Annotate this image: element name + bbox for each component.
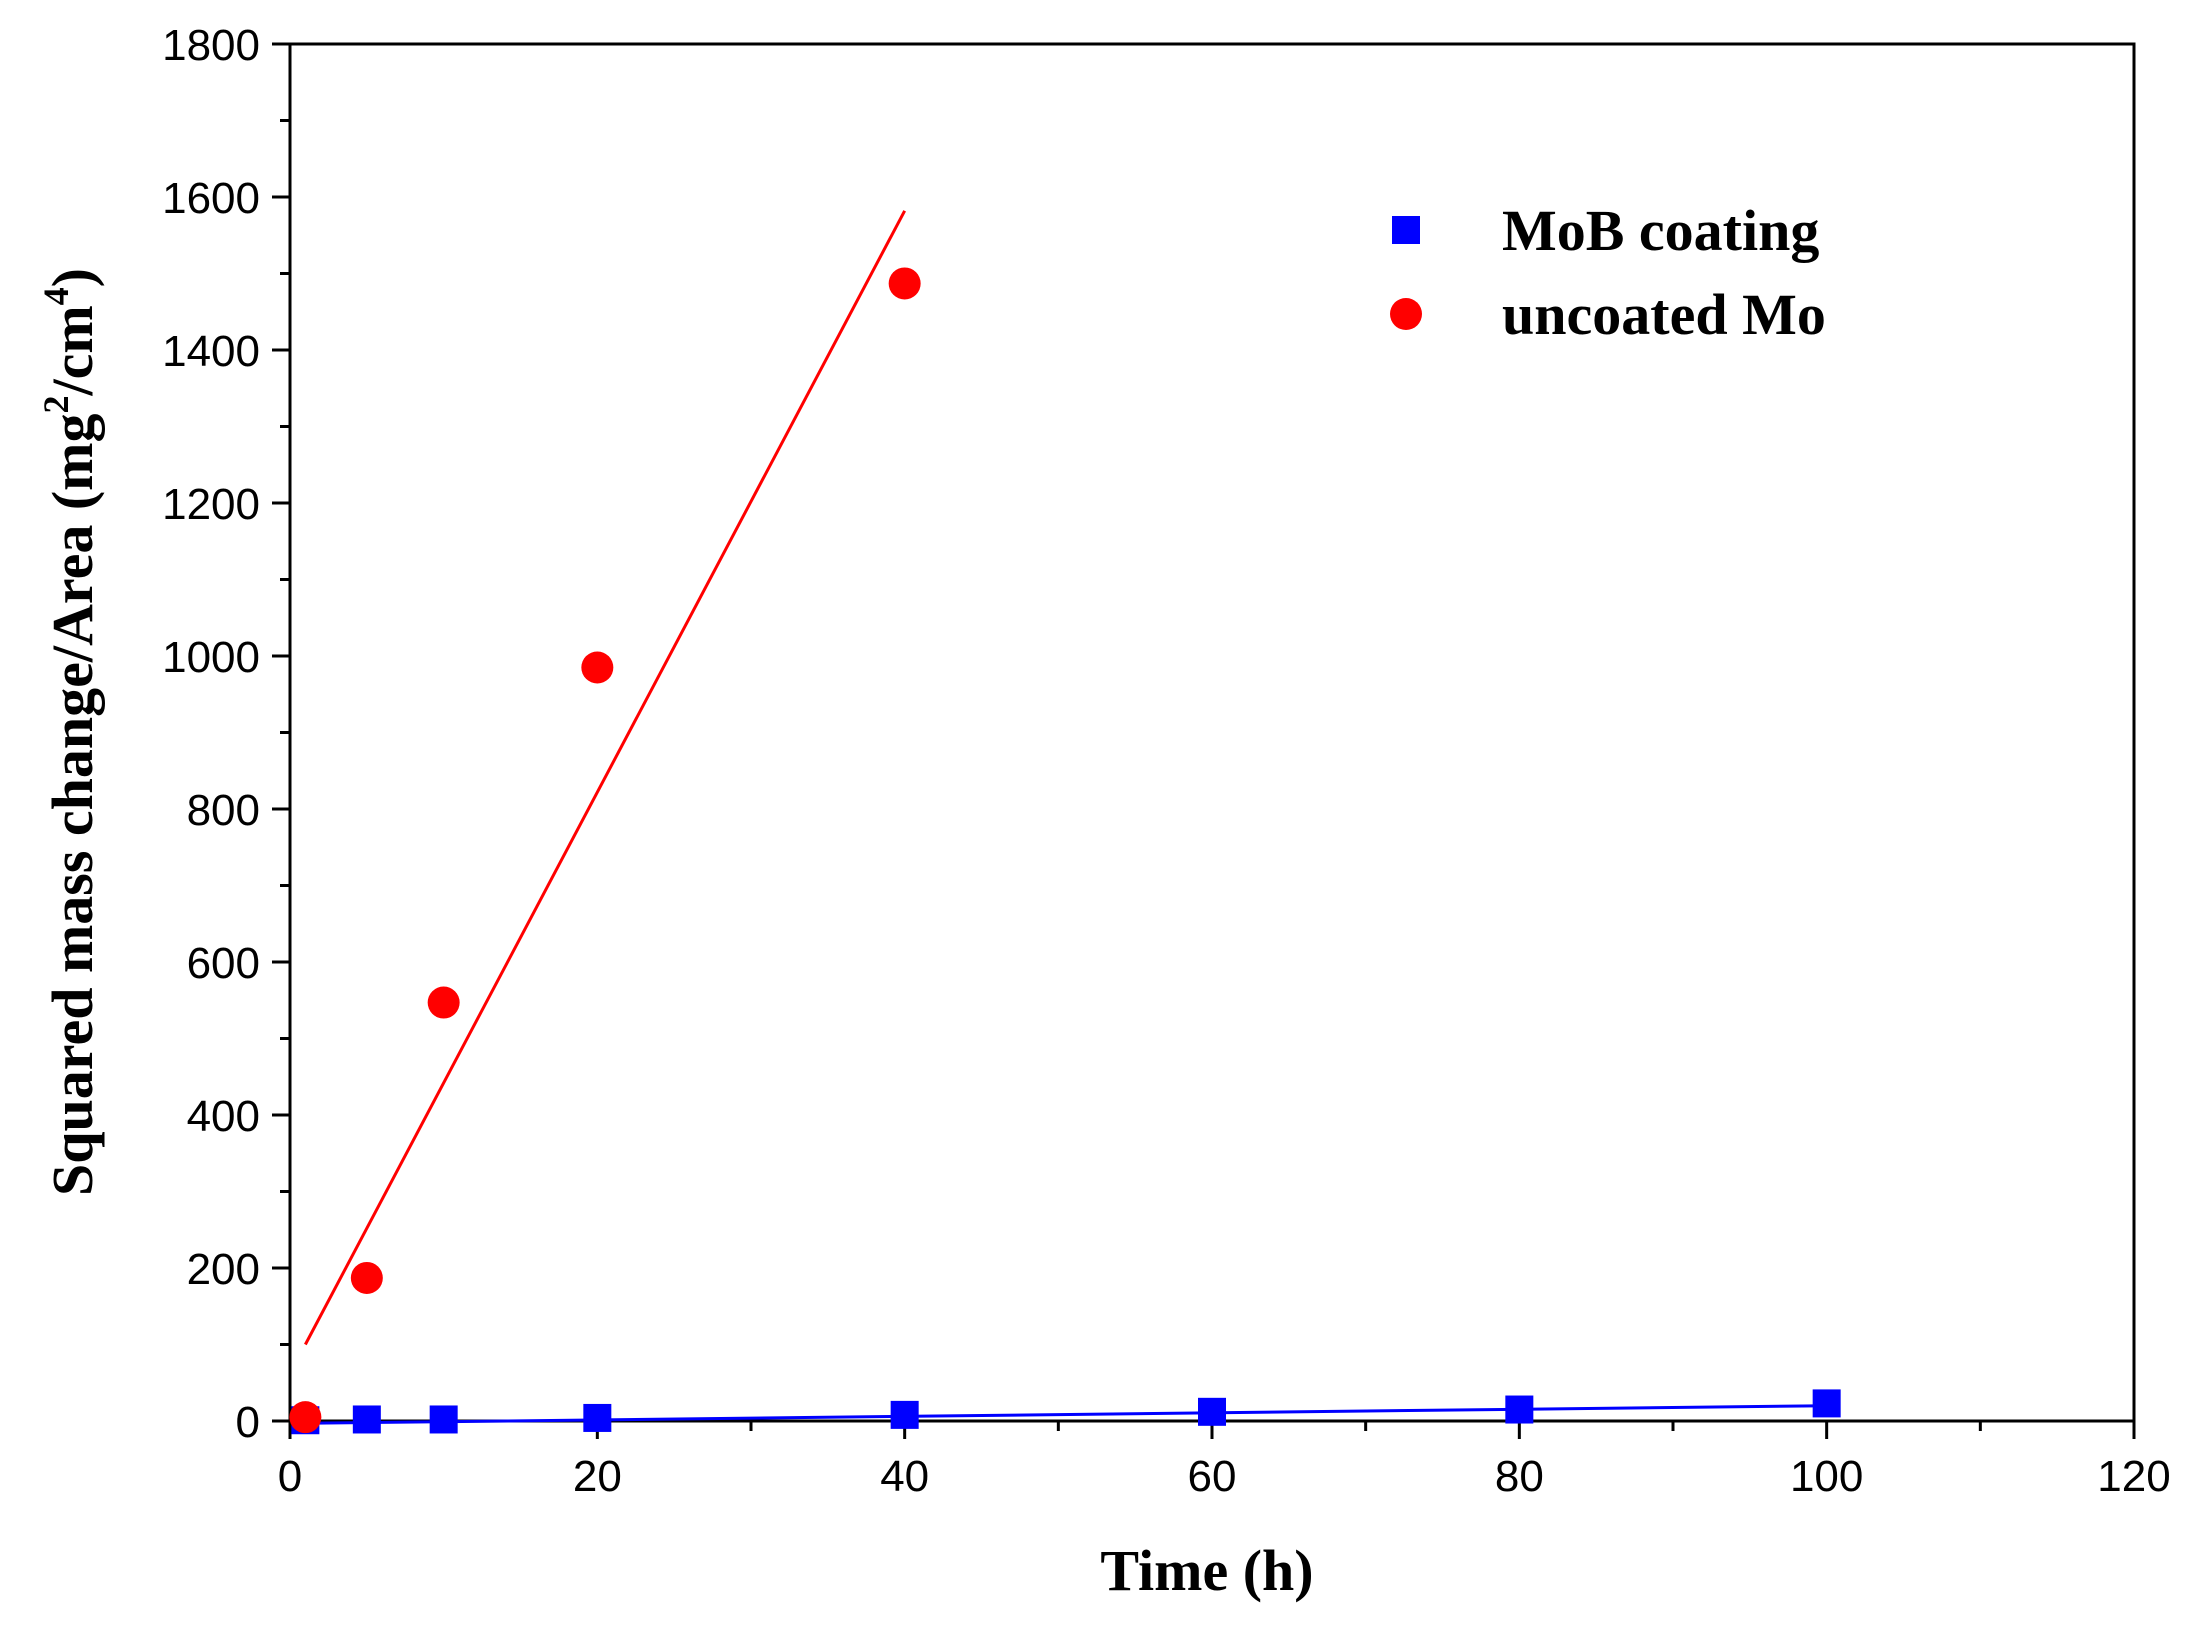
y-tick-label: 1200 (162, 480, 260, 529)
legend-marker-uncoated-mo (1390, 298, 1422, 330)
point-uncoated-mo (888, 267, 921, 300)
x-tick-label: 100 (1790, 1452, 1863, 1501)
point-mob-coating (352, 1405, 381, 1434)
legend-label-uncoated-mo: uncoated Mo (1502, 282, 1826, 347)
point-mob-coating (429, 1405, 458, 1434)
legend: MoB coating uncoated Mo (1390, 198, 1826, 347)
y-axis-title: Squared mass change/Area (mg2/cm4) (36, 268, 105, 1196)
x-tick-label: 120 (2097, 1452, 2170, 1501)
y-tick-label: 1800 (162, 21, 260, 70)
x-axis: 0 20 40 60 80 100 120 (278, 1421, 2171, 1501)
legend-label-mob-coating: MoB coating (1502, 198, 1819, 263)
x-tick-label: 60 (1188, 1452, 1237, 1501)
point-mob-coating (1198, 1397, 1226, 1426)
point-mob-coating (1505, 1395, 1534, 1424)
y-axis-title-end: ) (40, 268, 105, 287)
plot-frame (288, 42, 2136, 1423)
x-tick-label: 20 (573, 1452, 622, 1501)
point-uncoated-mo (289, 1401, 322, 1434)
y-tick-label: 800 (187, 786, 260, 835)
legend-marker-mob-coating (1392, 216, 1420, 244)
x-tick-label: 80 (1495, 1452, 1544, 1501)
point-mob-coating (1812, 1389, 1841, 1418)
y-axis-title-sup2: 4 (36, 287, 76, 305)
fit-line-uncoated-mo (304, 210, 906, 1346)
fit-line-mob-coating (305, 1404, 1827, 1425)
y-tick-label: 400 (187, 1092, 260, 1141)
y-tick-label: 600 (187, 939, 260, 988)
y-tick-label: 1000 (162, 633, 260, 682)
y-axis-title-middle: /cm (40, 305, 105, 396)
y-axis-title-main: Squared mass change/Area (mg (40, 414, 105, 1197)
data-markers (289, 267, 1841, 1435)
point-mob-coating (583, 1403, 612, 1432)
point-mob-coating (890, 1400, 919, 1429)
x-axis-title: Time (h) (1100, 1538, 1313, 1603)
point-uncoated-mo (581, 651, 614, 684)
y-tick-label: 1400 (162, 327, 260, 376)
y-axis: 0 200 400 600 800 1000 1200 1400 1600 1800 (162, 21, 290, 1447)
fit-lines (304, 210, 1827, 1425)
x-tick-label: 40 (880, 1452, 929, 1501)
y-tick-label: 0 (236, 1398, 260, 1447)
plot-border (288, 42, 2136, 1423)
y-tick-label: 200 (187, 1245, 260, 1294)
point-uncoated-mo (350, 1261, 383, 1294)
y-axis-title-sup1: 2 (36, 396, 76, 414)
y-tick-label: 1600 (162, 174, 260, 223)
x-tick-label: 0 (278, 1452, 302, 1501)
point-uncoated-mo (427, 986, 460, 1019)
